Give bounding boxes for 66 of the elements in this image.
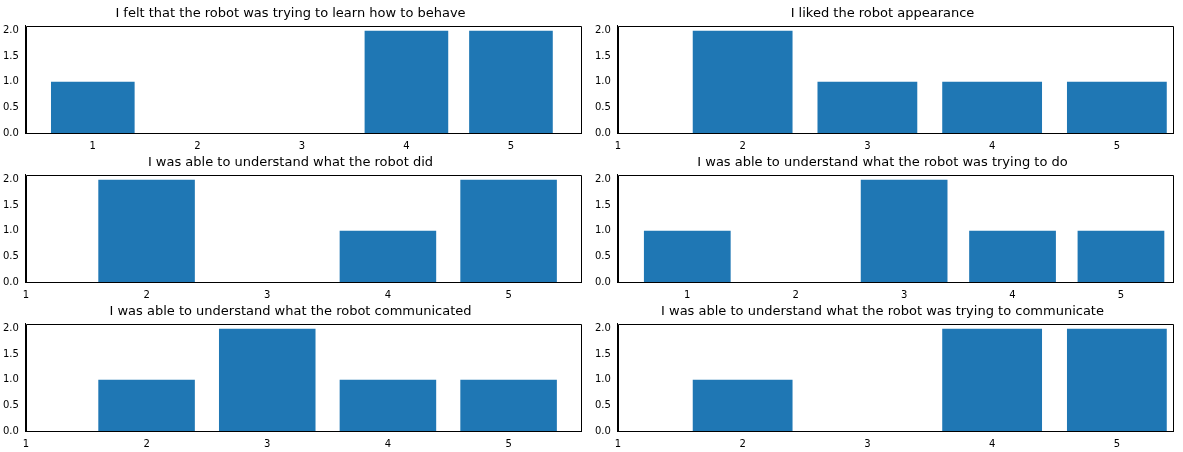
x-tick-label: 1 [614,139,622,151]
x-tick-label: 5 [505,437,512,449]
x-tick-label: 4 [988,437,996,449]
y-tick-label: 2.0 [3,322,19,334]
y-tick-label: 1.0 [3,75,19,87]
y-tick-label: 1.5 [595,347,611,359]
x-tick-label: 2 [792,288,799,300]
x-tick-label: 5 [1117,288,1125,300]
x-tick-label: 2 [143,437,150,449]
x-tick-label: 4 [384,288,392,300]
x-tick-label: 1 [614,437,622,449]
chart-title: I was able to understand what the robot was trying to communicate [661,303,1104,319]
x-tick-label: 3 [864,437,871,449]
x-tick-label: 2 [739,139,746,151]
y-tick-label: 1.0 [595,75,611,87]
y-tick-label: 1.0 [3,224,19,236]
x-tick-label: 2 [143,288,150,300]
y-tick-label: 1.0 [595,224,611,236]
y-tick-label: 0.0 [595,126,611,138]
chart-title: I felt that the robot was trying to learn how to behave [115,5,466,21]
y-tick-label: 2.0 [595,24,611,36]
x-tick-label: 3 [864,139,871,151]
y-tick-label: 1.5 [3,49,19,61]
chart-title: I liked the robot appearance [790,5,975,21]
x-tick-label: 3 [264,288,271,300]
y-tick-label: 0.0 [3,424,19,436]
y-tick-label: 0.0 [3,126,19,138]
x-tick-label: 1 [684,288,691,300]
y-tick-label: 0.5 [3,399,19,411]
x-tick-label: 5 [507,139,515,151]
chart-title: I was able to understand what the robot was trying to do [697,154,1068,170]
x-tick-label: 1 [22,288,30,300]
chart-title: I was able to understand what the robot did [147,154,434,170]
chart-title: I was able to understand what the robot communicated [109,303,472,319]
y-tick-label: 1.5 [595,198,611,210]
x-tick-label: 1 [22,437,30,449]
x-tick-label: 3 [264,437,271,449]
y-tick-label: 1.5 [3,198,19,210]
x-tick-label: 4 [403,139,410,151]
x-tick-label: 4 [1009,288,1016,300]
y-tick-label: 0.5 [3,250,19,262]
x-tick-label: 3 [298,139,306,151]
y-tick-label: 0.5 [595,101,611,113]
y-tick-label: 0.0 [3,275,19,287]
y-tick-label: 0.0 [595,275,611,287]
y-tick-label: 2.0 [3,24,19,36]
x-tick-label: 5 [505,288,512,300]
y-tick-label: 0.5 [595,399,611,411]
x-tick-label: 3 [900,288,908,300]
y-tick-label: 1.5 [3,347,19,359]
y-tick-label: 1.5 [595,49,611,61]
y-tick-label: 1.0 [595,373,611,385]
x-tick-label: 5 [1113,437,1121,449]
x-tick-label: 1 [89,139,96,151]
x-tick-label: 4 [988,139,996,151]
y-tick-label: 2.0 [595,322,611,334]
y-tick-label: 0.5 [595,250,611,262]
y-tick-label: 0.0 [595,424,611,436]
x-tick-label: 4 [384,437,392,449]
y-tick-label: 0.5 [3,101,19,113]
x-tick-label: 2 [194,139,201,151]
y-tick-label: 1.0 [3,373,19,385]
y-tick-label: 2.0 [3,173,19,185]
x-tick-label: 2 [739,437,746,449]
x-tick-label: 5 [1113,139,1121,151]
y-tick-label: 2.0 [595,173,611,185]
